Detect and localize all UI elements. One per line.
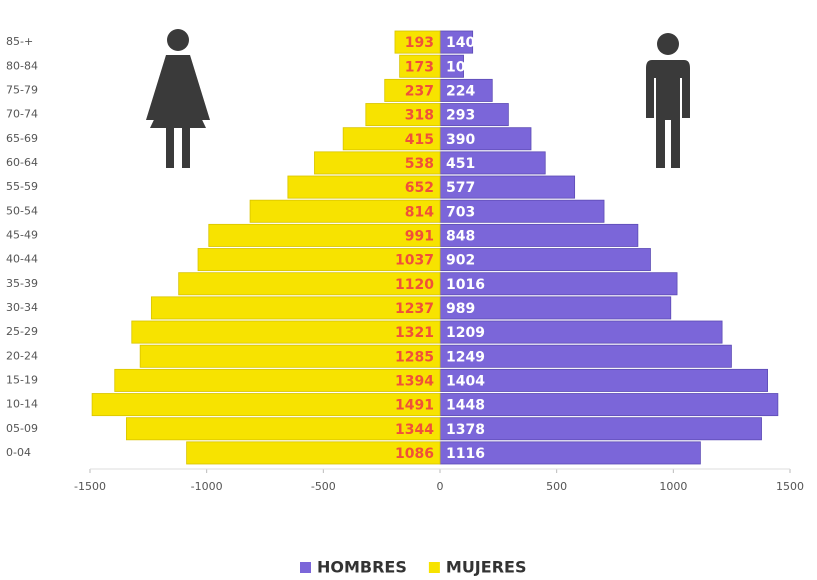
- x-tick-label: -500: [311, 480, 336, 493]
- bar: [439, 393, 779, 417]
- value-label: 1448: [446, 398, 485, 414]
- x-tick-label: -1500: [74, 480, 106, 493]
- y-tick-label: 20-24: [6, 349, 38, 362]
- y-tick-label: 10-14: [6, 398, 38, 411]
- value-label: 1491: [395, 398, 434, 414]
- value-label: 989: [446, 301, 475, 317]
- bar: [439, 368, 769, 392]
- bar: [342, 127, 441, 151]
- value-label: 1120: [395, 277, 434, 293]
- value-label: 415: [405, 132, 434, 148]
- x-tick-label: -1000: [191, 480, 223, 493]
- bar: [178, 272, 441, 296]
- y-tick-label: 85-+: [6, 35, 33, 48]
- man-icon: [646, 33, 690, 168]
- bar: [208, 223, 441, 247]
- value-label: 902: [446, 253, 475, 269]
- bar: [197, 248, 441, 272]
- value-label: 293: [446, 108, 475, 124]
- legend-swatch: [428, 562, 440, 573]
- value-label: 577: [446, 180, 475, 196]
- value-label: 814: [405, 204, 434, 220]
- value-label: 1404: [446, 373, 485, 389]
- legend-label: MUJERES: [446, 558, 527, 577]
- value-label: 1037: [395, 253, 434, 269]
- y-tick-label: 70-74: [6, 108, 38, 121]
- value-label: 140: [446, 35, 475, 51]
- bar: [249, 199, 441, 223]
- y-tick-label: 65-69: [6, 132, 38, 145]
- value-label: 101: [446, 59, 475, 75]
- value-label: 224: [446, 83, 475, 99]
- value-label: 1249: [446, 349, 485, 365]
- bar: [399, 54, 441, 78]
- x-tick-label: 0: [437, 480, 444, 493]
- value-label: 1016: [446, 277, 485, 293]
- legend-swatch: [300, 562, 311, 573]
- bar: [114, 368, 441, 392]
- value-label: 318: [405, 108, 434, 124]
- bar: [131, 320, 441, 344]
- value-label: 1321: [395, 325, 434, 341]
- y-tick-label: 80-84: [6, 59, 38, 72]
- value-label: 173: [405, 59, 434, 75]
- y-tick-label: 40-44: [6, 253, 38, 266]
- value-label: 1237: [395, 301, 434, 317]
- y-tick-label: 75-79: [6, 83, 38, 96]
- y-tick-label: 35-39: [6, 277, 38, 290]
- bar: [150, 296, 441, 320]
- value-label: 991: [405, 228, 434, 244]
- value-label: 1209: [446, 325, 485, 341]
- value-label: 451: [446, 156, 475, 172]
- y-tick-label: 05-09: [6, 422, 38, 435]
- bar: [91, 393, 441, 417]
- value-label: 1086: [395, 446, 434, 462]
- bar: [126, 417, 441, 441]
- value-label: 1116: [446, 446, 485, 462]
- y-tick-label: 50-54: [6, 204, 38, 217]
- value-label: 1344: [395, 422, 434, 438]
- woman-icon: [146, 29, 210, 168]
- y-tick-label: 0-04: [6, 446, 31, 459]
- y-tick-label: 30-34: [6, 301, 38, 314]
- bar: [384, 78, 441, 102]
- bar: [186, 441, 441, 465]
- bar: [439, 417, 762, 441]
- y-tick-label: 45-49: [6, 228, 38, 241]
- bar: [139, 344, 441, 368]
- x-tick-label: 500: [546, 480, 567, 493]
- bar: [287, 175, 441, 199]
- value-label: 652: [405, 180, 434, 196]
- x-tick-label: 1500: [776, 480, 804, 493]
- y-tick-label: 55-59: [6, 180, 38, 193]
- y-tick-label: 60-64: [6, 156, 38, 169]
- value-label: 703: [446, 204, 475, 220]
- value-label: 193: [405, 35, 434, 51]
- value-label: 237: [405, 83, 434, 99]
- value-label: 1394: [395, 373, 434, 389]
- bar: [314, 151, 441, 175]
- value-label: 1378: [446, 422, 485, 438]
- value-label: 848: [446, 228, 475, 244]
- bar: [365, 103, 441, 127]
- bar: [394, 30, 441, 54]
- legend-label: HOMBRES: [317, 558, 407, 577]
- y-tick-label: 15-19: [6, 373, 38, 386]
- y-tick-label: 25-29: [6, 325, 38, 338]
- x-tick-label: 1000: [659, 480, 687, 493]
- value-label: 538: [405, 156, 434, 172]
- value-label: 390: [446, 132, 475, 148]
- value-label: 1285: [395, 349, 434, 365]
